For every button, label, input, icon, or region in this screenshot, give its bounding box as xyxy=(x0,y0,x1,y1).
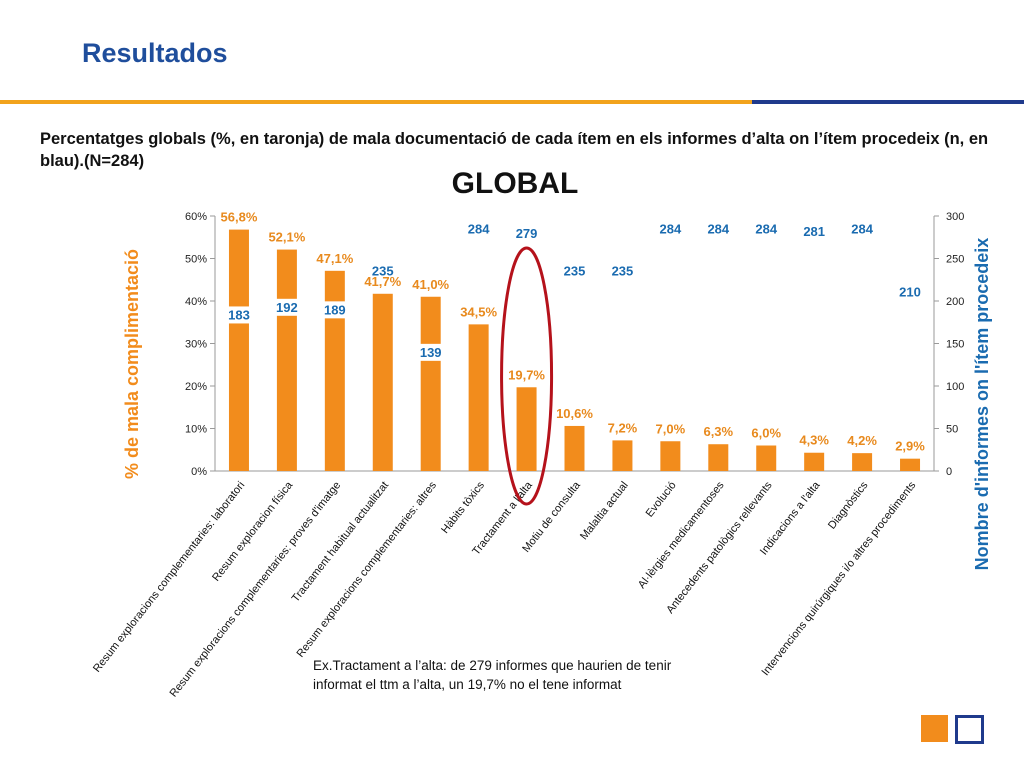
y2-tick-label: 50 xyxy=(946,424,958,436)
bar xyxy=(804,452,825,471)
count-label-bg xyxy=(223,306,254,324)
count-label: 279 xyxy=(516,226,538,241)
y-axis-title: % de mala complimentació xyxy=(122,249,142,479)
bar xyxy=(612,440,633,471)
count-label: 284 xyxy=(660,222,682,237)
y-tick-label: 20% xyxy=(185,381,207,393)
category-label: Malaltia actual xyxy=(578,479,631,542)
count-label: 139 xyxy=(420,345,442,360)
y2-tick-label: 250 xyxy=(946,254,964,266)
chart-description: Percentatges globals (%, en taronja) de … xyxy=(40,130,989,170)
y-tick-label: 10% xyxy=(185,424,207,436)
bar xyxy=(852,453,873,471)
chart-title: GLOBAL xyxy=(452,167,579,200)
y2-tick-label: 0 xyxy=(946,466,952,478)
category-label: Evolució xyxy=(644,479,679,519)
bar xyxy=(324,270,345,471)
percent-label: 10,6% xyxy=(556,406,593,421)
percent-label: 6,0% xyxy=(751,426,781,441)
percent-label: 41,0% xyxy=(412,277,449,292)
count-label: 235 xyxy=(564,263,586,278)
count-label-bg xyxy=(847,220,878,238)
y-tick-label: 60% xyxy=(185,211,207,223)
count-label-bg xyxy=(799,223,830,241)
percent-label: 34,5% xyxy=(460,304,497,319)
y2-tick-label: 150 xyxy=(946,339,964,351)
example-note: Ex.Tractament a l’alta: de 279 informes … xyxy=(313,658,672,692)
header-rule-blue xyxy=(752,100,1024,104)
count-label: 189 xyxy=(324,302,346,317)
category-label: Hàbits tòxics xyxy=(439,479,487,536)
count-label-bg xyxy=(319,301,350,319)
y2-tick-label: 100 xyxy=(946,381,964,393)
count-label-bg xyxy=(463,220,494,238)
y-tick-label: 0% xyxy=(191,466,207,478)
count-label: 284 xyxy=(755,222,777,237)
y2-tick-label: 200 xyxy=(946,296,964,308)
bar xyxy=(708,444,729,471)
percent-label: 2,9% xyxy=(895,439,925,454)
category-label: Diagnòstics xyxy=(826,479,871,532)
count-label-bg xyxy=(655,220,686,238)
count-label: 284 xyxy=(468,222,490,237)
bar xyxy=(276,249,297,471)
count-label: 235 xyxy=(612,263,634,278)
y-tick-label: 30% xyxy=(185,339,207,351)
bar xyxy=(420,296,441,471)
y2-tick-label: 300 xyxy=(946,211,964,223)
count-label-bg xyxy=(415,343,446,361)
count-label-bg xyxy=(271,298,302,316)
count-label: 210 xyxy=(899,285,921,300)
percent-label: 4,2% xyxy=(847,433,877,448)
count-label: 192 xyxy=(276,300,298,315)
y-tick-label: 50% xyxy=(185,254,207,266)
count-label-bg xyxy=(367,262,398,280)
y2-axis-title: Nombre d'informes on l'ítem procedeix xyxy=(972,238,992,571)
count-label: 183 xyxy=(228,307,250,322)
category-label: Al·lèrgies medicamentoses xyxy=(636,479,727,591)
percent-label: 6,3% xyxy=(703,424,733,439)
bar xyxy=(372,293,393,471)
bar xyxy=(228,229,249,471)
percent-label: 41,7% xyxy=(364,274,401,289)
percent-label: 7,0% xyxy=(656,421,686,436)
percent-label: 52,1% xyxy=(268,230,305,245)
logo-square-outline xyxy=(955,715,984,744)
page-title: Resultados xyxy=(82,38,228,68)
count-label: 281 xyxy=(803,224,825,239)
category-label: Resum exploracion física xyxy=(210,479,296,584)
count-label: 284 xyxy=(851,222,873,237)
logo-square-orange xyxy=(921,715,948,742)
count-label-bg xyxy=(895,283,926,301)
bar xyxy=(468,324,489,471)
category-label: Tractament habitual actualitzat xyxy=(290,479,391,604)
count-label-bg xyxy=(703,220,734,238)
bar xyxy=(900,458,921,471)
count-label-bg xyxy=(751,220,782,238)
count-label: 284 xyxy=(707,222,729,237)
percent-label: 4,3% xyxy=(799,433,829,448)
count-label-bg xyxy=(559,262,590,280)
percent-label: 7,2% xyxy=(608,420,638,435)
count-label: 235 xyxy=(372,263,394,278)
bar xyxy=(516,387,537,471)
bar xyxy=(564,425,585,471)
category-label: Antecedents patològics rellevants xyxy=(664,479,775,616)
bar xyxy=(660,441,681,471)
bar xyxy=(756,445,777,471)
percent-label: 47,1% xyxy=(316,251,353,266)
highlight-ellipse xyxy=(500,246,554,506)
percent-label: 19,7% xyxy=(508,367,545,382)
count-label-bg xyxy=(511,224,542,242)
header-rule-orange xyxy=(0,100,752,104)
count-label-bg xyxy=(607,262,638,280)
y-tick-label: 40% xyxy=(185,296,207,308)
percent-label: 56,8% xyxy=(221,210,258,225)
